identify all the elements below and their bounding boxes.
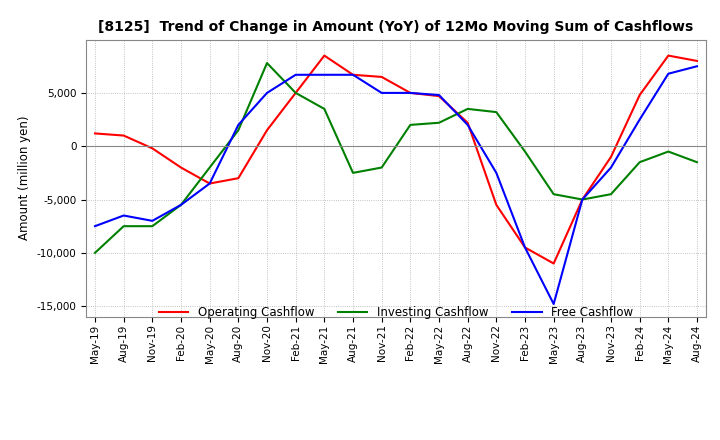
- Operating Cashflow: [292, 90, 300, 95]
- Investing Cashflow: [521, 149, 529, 154]
- Free Cashflow: [348, 72, 357, 77]
- Operating Cashflow: [176, 165, 185, 170]
- Operating Cashflow: [320, 53, 328, 58]
- Free Cashflow: [549, 301, 558, 307]
- Free Cashflow: [578, 197, 587, 202]
- Free Cashflow: [635, 117, 644, 122]
- Investing Cashflow: [120, 224, 128, 229]
- Operating Cashflow: [693, 58, 701, 63]
- Investing Cashflow: [292, 90, 300, 95]
- Investing Cashflow: [91, 250, 99, 256]
- Investing Cashflow: [435, 120, 444, 125]
- Operating Cashflow: [607, 154, 616, 160]
- Investing Cashflow: [234, 128, 243, 133]
- Free Cashflow: [464, 122, 472, 128]
- Line: Operating Cashflow: Operating Cashflow: [95, 55, 697, 264]
- Free Cashflow: [664, 71, 672, 77]
- Investing Cashflow: [348, 170, 357, 176]
- Operating Cashflow: [377, 74, 386, 80]
- Free Cashflow: [292, 72, 300, 77]
- Operating Cashflow: [435, 93, 444, 99]
- Investing Cashflow: [205, 165, 214, 170]
- Operating Cashflow: [348, 72, 357, 77]
- Investing Cashflow: [693, 160, 701, 165]
- Operating Cashflow: [234, 176, 243, 181]
- Investing Cashflow: [320, 106, 328, 111]
- Free Cashflow: [176, 202, 185, 208]
- Operating Cashflow: [205, 181, 214, 186]
- Investing Cashflow: [549, 191, 558, 197]
- Investing Cashflow: [635, 160, 644, 165]
- Operating Cashflow: [549, 261, 558, 266]
- Operating Cashflow: [521, 245, 529, 250]
- Operating Cashflow: [635, 92, 644, 98]
- Free Cashflow: [91, 224, 99, 229]
- Operating Cashflow: [492, 202, 500, 208]
- Free Cashflow: [693, 64, 701, 69]
- Investing Cashflow: [492, 110, 500, 115]
- Free Cashflow: [607, 165, 616, 170]
- Operating Cashflow: [148, 146, 157, 151]
- Free Cashflow: [521, 245, 529, 250]
- Investing Cashflow: [464, 106, 472, 111]
- Free Cashflow: [234, 122, 243, 128]
- Free Cashflow: [377, 90, 386, 95]
- Y-axis label: Amount (million yen): Amount (million yen): [18, 116, 31, 240]
- Operating Cashflow: [263, 128, 271, 133]
- Investing Cashflow: [377, 165, 386, 170]
- Free Cashflow: [406, 90, 415, 95]
- Free Cashflow: [263, 90, 271, 95]
- Free Cashflow: [205, 181, 214, 186]
- Line: Free Cashflow: Free Cashflow: [95, 66, 697, 304]
- Line: Investing Cashflow: Investing Cashflow: [95, 63, 697, 253]
- Free Cashflow: [148, 218, 157, 224]
- Investing Cashflow: [578, 197, 587, 202]
- Operating Cashflow: [406, 90, 415, 95]
- Free Cashflow: [320, 72, 328, 77]
- Free Cashflow: [120, 213, 128, 218]
- Investing Cashflow: [176, 202, 185, 208]
- Investing Cashflow: [406, 122, 415, 128]
- Title: [8125]  Trend of Change in Amount (YoY) of 12Mo Moving Sum of Cashflows: [8125] Trend of Change in Amount (YoY) o…: [99, 20, 693, 34]
- Operating Cashflow: [464, 120, 472, 125]
- Investing Cashflow: [148, 224, 157, 229]
- Investing Cashflow: [664, 149, 672, 154]
- Free Cashflow: [435, 92, 444, 98]
- Investing Cashflow: [607, 191, 616, 197]
- Free Cashflow: [492, 170, 500, 176]
- Legend: Operating Cashflow, Investing Cashflow, Free Cashflow: Operating Cashflow, Investing Cashflow, …: [153, 300, 639, 325]
- Operating Cashflow: [91, 131, 99, 136]
- Operating Cashflow: [578, 197, 587, 202]
- Investing Cashflow: [263, 60, 271, 66]
- Operating Cashflow: [664, 53, 672, 58]
- Operating Cashflow: [120, 133, 128, 138]
